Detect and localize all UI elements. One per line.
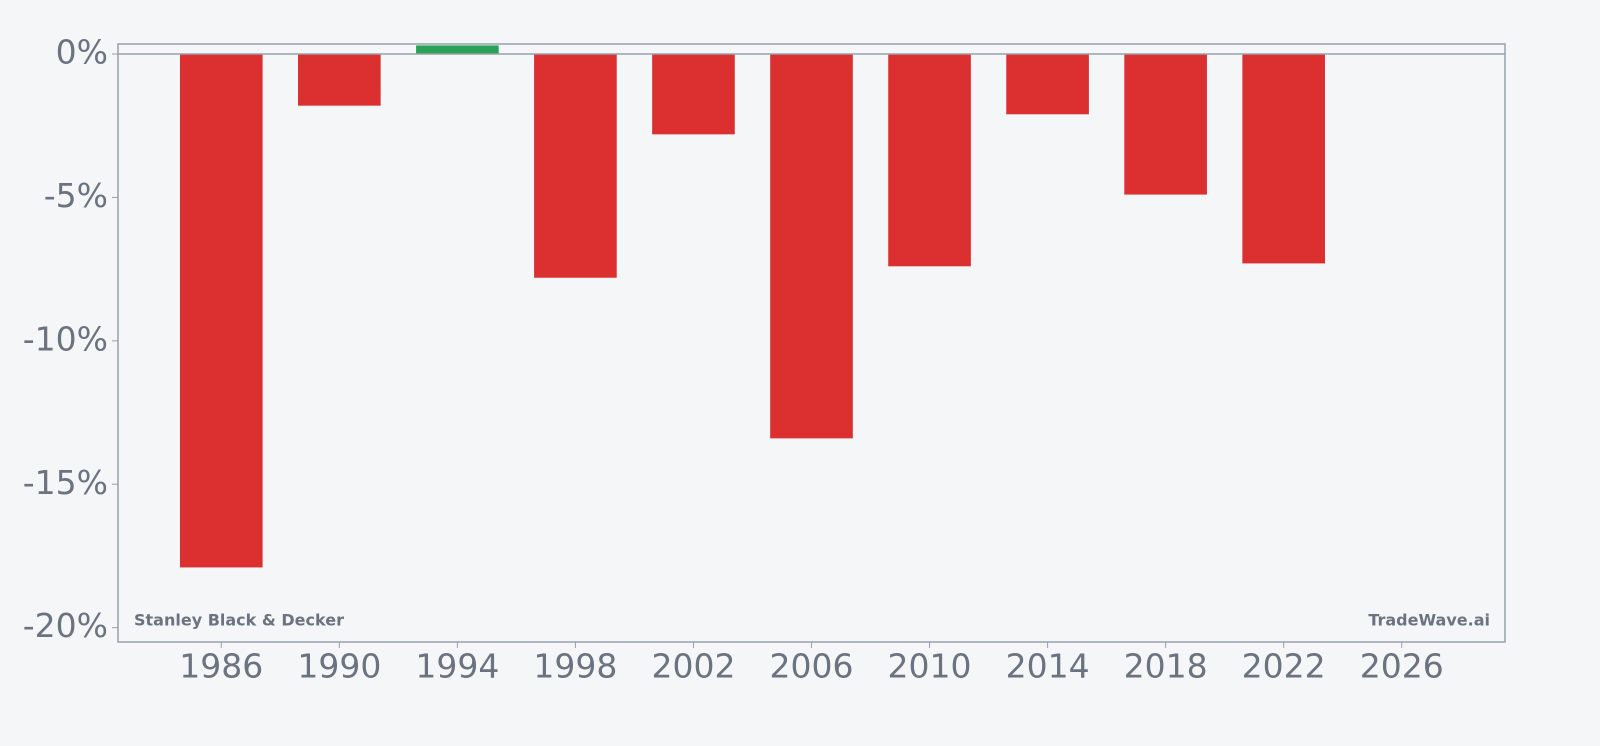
x-tick-label: 2018: [1124, 647, 1208, 686]
y-tick-label: 0%: [56, 33, 108, 72]
y-tick-label: -20%: [23, 606, 108, 645]
x-tick-label: 2026: [1360, 647, 1444, 686]
y-tick-label: -15%: [23, 463, 108, 502]
bar: [888, 54, 971, 267]
bar: [652, 54, 735, 135]
x-tick-label: 1998: [533, 647, 617, 686]
bar: [416, 45, 499, 55]
x-tick-label: 2014: [1006, 647, 1090, 686]
y-tick-label: -5%: [44, 176, 108, 215]
y-tick-label: -10%: [23, 319, 108, 358]
x-tick-label: 1986: [179, 647, 263, 686]
watermark-left: Stanley Black & Decker: [134, 611, 344, 630]
x-tick-label: 2022: [1242, 647, 1326, 686]
bar: [179, 54, 263, 568]
watermark-right: TradeWave.ai: [1368, 611, 1490, 630]
x-tick-label: 2010: [888, 647, 972, 686]
bar: [770, 54, 853, 439]
bar: [1124, 54, 1207, 195]
bar: [534, 54, 617, 278]
x-tick-label: 2002: [651, 647, 735, 686]
x-tick-label: 2006: [770, 647, 854, 686]
x-tick-label: 1994: [415, 647, 499, 686]
bar: [1242, 54, 1325, 264]
x-tick-label: 1990: [297, 647, 381, 686]
bar: [1006, 54, 1089, 115]
bar: [298, 54, 381, 106]
